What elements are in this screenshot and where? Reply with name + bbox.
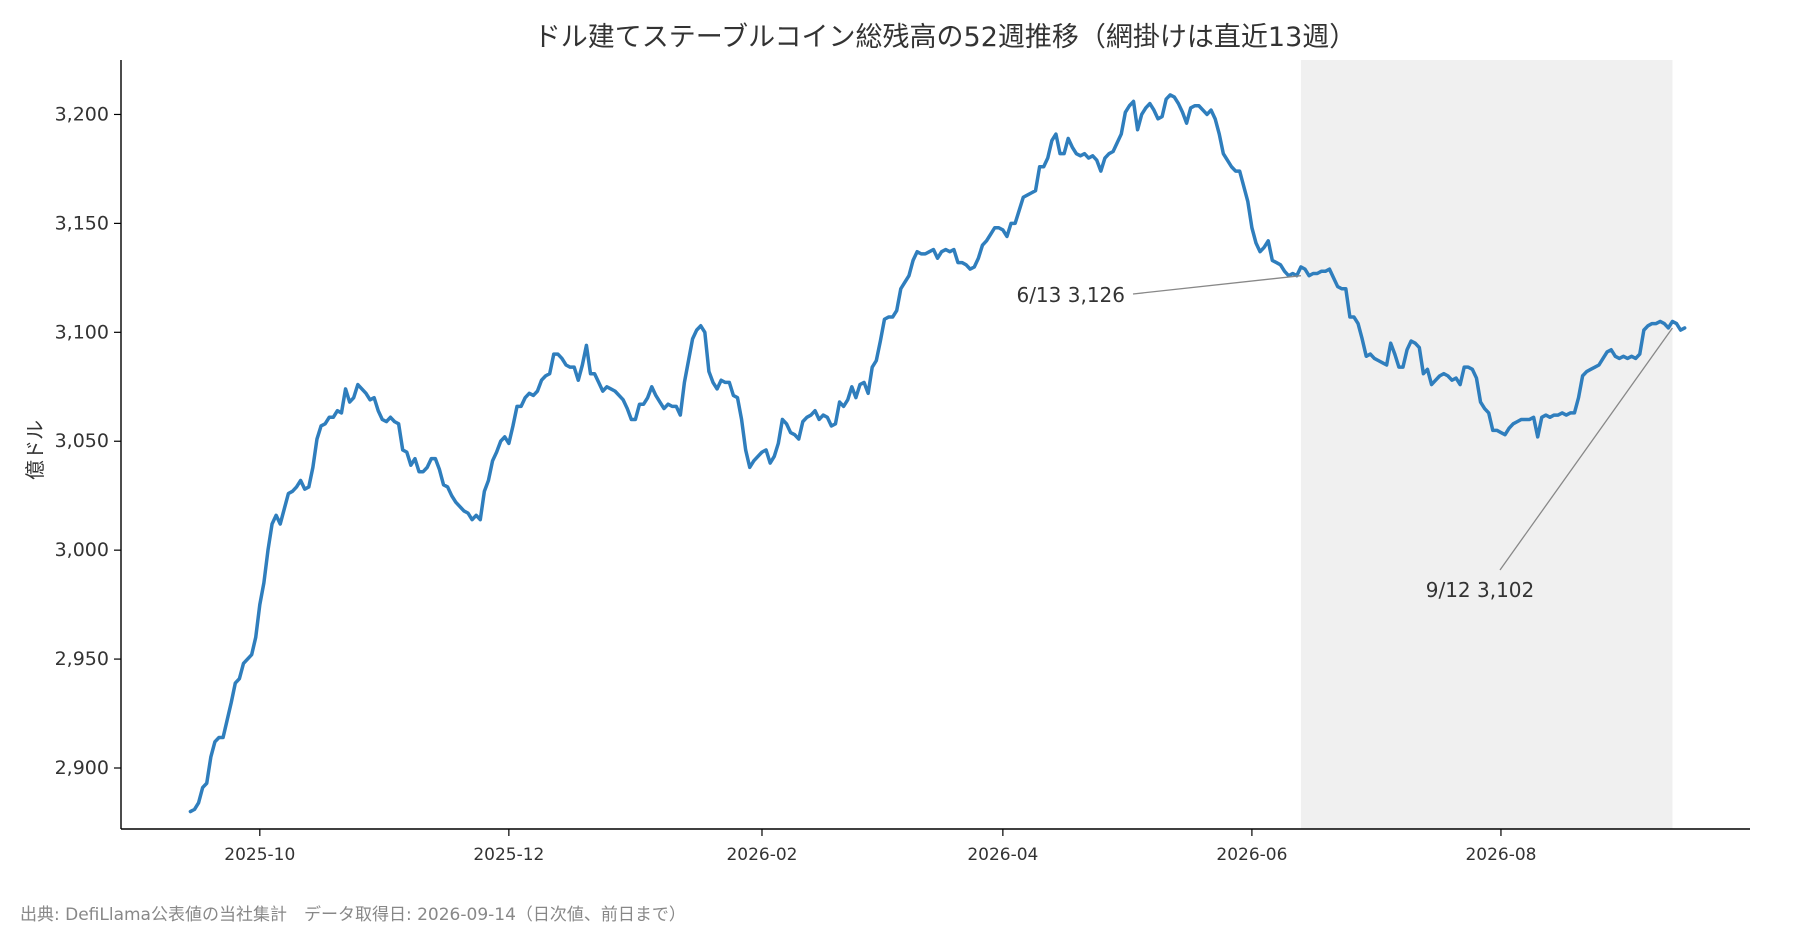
chart-title: ドル建てステーブルコイン総残高の52週推移（網掛けは直近13週） (534, 22, 1357, 53)
y-axis-ticks: 2,900 2,950 3,000 3,050 3,100 3,150 3,200 (55, 103, 121, 779)
y-tick-label: 3,100 (55, 321, 109, 343)
annotations: 6/13 3,126 9/12 3,102 (1016, 275, 1673, 602)
x-tick-label: 2026-06 (1216, 845, 1287, 865)
x-tick-label: 2026-08 (1465, 845, 1536, 865)
annotation-leader-0613 (1132, 275, 1301, 295)
y-tick-label: 3,050 (55, 430, 109, 452)
x-axis-ticks: 2025-10 2025-12 2026-02 2026-04 2026-06 2026-… (224, 829, 1536, 865)
annotation-label-0613: 6/13 3,126 (1016, 283, 1125, 307)
y-tick-label: 2,950 (55, 648, 109, 670)
series-line-stablecoin-total (188, 93, 1687, 814)
shaded-recent-13-weeks (1300, 60, 1673, 829)
y-tick-label: 3,200 (55, 103, 109, 125)
x-tick-label: 2026-04 (967, 845, 1038, 865)
y-tick-label: 2,900 (55, 757, 109, 779)
source-note: 出典: DefiLlama公表値の当社集計 データ取得日: 2026-09-14… (20, 904, 686, 925)
y-tick-label: 3,150 (55, 212, 109, 234)
x-tick-label: 2026-02 (726, 845, 797, 865)
x-tick-label: 2025-12 (473, 845, 544, 865)
annotation-label-0912: 9/12 3,102 (1426, 578, 1535, 602)
annotation-leader-0912 (1499, 327, 1673, 571)
y-tick-label: 3,000 (55, 539, 109, 561)
y-axis-label: 億ドル (23, 420, 47, 480)
x-tick-label: 2025-10 (224, 845, 295, 865)
